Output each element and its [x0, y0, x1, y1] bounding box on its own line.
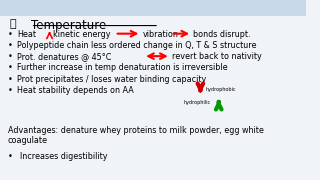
FancyBboxPatch shape: [0, 0, 306, 16]
Text: Increases digestibility: Increases digestibility: [20, 152, 108, 161]
Text: Temperature: Temperature: [31, 19, 106, 32]
Text: •: •: [8, 86, 12, 95]
Text: revert back to nativity: revert back to nativity: [172, 52, 262, 61]
Text: •: •: [8, 41, 12, 50]
Text: bonds disrupt.: bonds disrupt.: [193, 30, 251, 39]
Text: kinetic energy: kinetic energy: [52, 30, 110, 39]
Text: •: •: [8, 75, 12, 84]
Text: •: •: [8, 30, 12, 39]
Text: hydrophobic: hydrophobic: [205, 87, 236, 92]
Text: Polypeptide chain less ordered change in Q, T & S structure: Polypeptide chain less ordered change in…: [17, 41, 256, 50]
Text: •: •: [8, 63, 12, 72]
Text: Further increase in temp denaturation is irreversible: Further increase in temp denaturation is…: [17, 63, 228, 72]
Text: •: •: [8, 52, 12, 61]
Text: hydrophilic: hydrophilic: [184, 100, 211, 105]
Text: Advantages: denature whey proteins to milk powder, egg white
coagulate: Advantages: denature whey proteins to mi…: [8, 126, 264, 145]
Text: vibration: vibration: [143, 30, 179, 39]
Text: Prot. denatures @ 45°C: Prot. denatures @ 45°C: [17, 52, 111, 61]
Text: •: •: [8, 152, 12, 161]
Text: Heat stability depends on AA: Heat stability depends on AA: [17, 86, 133, 95]
Text: Heat: Heat: [17, 30, 36, 39]
Text: 🔥: 🔥: [9, 19, 16, 29]
Text: Prot precipitates / loses water binding capacity: Prot precipitates / loses water binding …: [17, 75, 206, 84]
